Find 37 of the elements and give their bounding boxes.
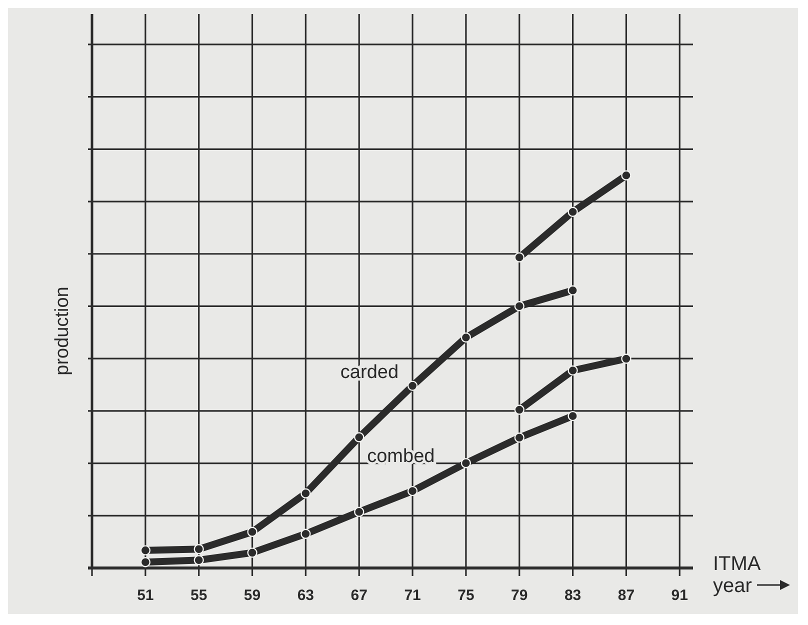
point — [300, 528, 311, 539]
point — [568, 365, 578, 376]
point — [354, 506, 364, 517]
x-tick-label: 71 — [404, 587, 421, 604]
x-tick-label: 59 — [244, 587, 261, 604]
x-tick-label: 91 — [671, 587, 688, 604]
point — [568, 206, 578, 217]
x-tick-label: 63 — [297, 587, 314, 604]
point — [247, 548, 258, 558]
point — [194, 555, 204, 566]
x-tick-label: 55 — [190, 587, 208, 604]
y-axis-title: production — [52, 286, 73, 376]
point — [568, 410, 578, 422]
x-tick-label: 87 — [618, 587, 635, 604]
x-tick-label: 67 — [350, 587, 368, 604]
point — [407, 486, 418, 496]
x-tick-label: 83 — [564, 587, 582, 604]
point — [621, 170, 632, 180]
point — [514, 404, 524, 415]
point — [621, 354, 632, 364]
point — [514, 252, 524, 263]
point — [300, 488, 311, 498]
point — [407, 380, 418, 391]
x-tick-label: 75 — [458, 587, 474, 604]
point — [140, 557, 151, 568]
point — [354, 432, 364, 442]
x-tick-label: 79 — [511, 587, 528, 604]
point — [247, 526, 258, 537]
point — [460, 332, 472, 343]
point — [460, 458, 472, 468]
point — [194, 544, 204, 554]
point — [514, 301, 524, 312]
point — [568, 285, 578, 296]
point — [140, 545, 151, 556]
x-axis-title: ITMA year — [713, 553, 762, 597]
point — [514, 432, 524, 443]
x-tick-label: 51 — [137, 587, 154, 604]
